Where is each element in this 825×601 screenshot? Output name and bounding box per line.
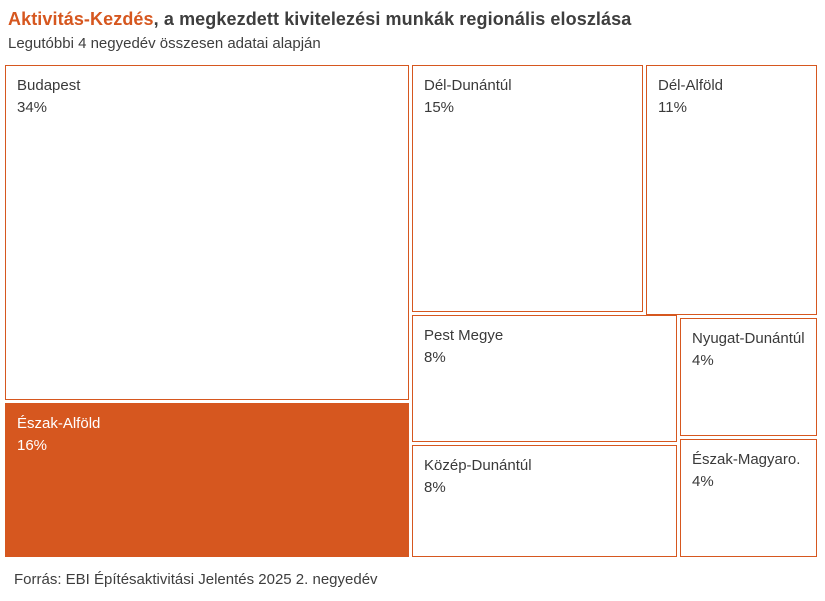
treemap-chart: Budapest 34% Észak-Alföld 16% Dél-Dunánt… xyxy=(5,65,817,557)
chart-header: Aktivitás-Kezdés, a megkezdett kivitelez… xyxy=(8,8,817,54)
region-value: 15% xyxy=(424,99,455,116)
region-name: Budapest xyxy=(17,77,81,94)
chart-title: Aktivitás-Kezdés, a megkezdett kivitelez… xyxy=(8,8,817,31)
region-name: Dél-Alföld xyxy=(658,77,724,94)
treemap-cell-kozep-dunantul: Közép-Dunántúl 8% xyxy=(412,445,677,557)
region-name: Pest Megye xyxy=(424,327,504,344)
treemap-cell-del-alfold: Dél-Alföld 11% xyxy=(646,65,817,315)
region-name: Észak-Magyaro. xyxy=(692,451,801,468)
region-name: Észak-Alföld xyxy=(17,415,101,432)
region-value: 4% xyxy=(692,473,714,490)
treemap-cell-eszak-magyaro: Észak-Magyaro. 4% xyxy=(680,439,817,557)
treemap-cell-eszak-alfold: Észak-Alföld 16% xyxy=(5,403,409,557)
treemap-cell-nyugat-dunantul: Nyugat-Dunántúl 4% xyxy=(680,318,817,436)
chart-subtitle: Legutóbbi 4 negyedév összesen adatai ala… xyxy=(8,35,321,52)
chart-title-rest: , a megkezdett kivitelezési munkák regio… xyxy=(153,9,632,29)
source-note: Forrás: EBI Építésaktivitási Jelentés 20… xyxy=(14,571,378,588)
chart-title-highlight: Aktivitás-Kezdés xyxy=(8,9,154,29)
region-value: 11% xyxy=(658,99,687,116)
region-name: Közép-Dunántúl xyxy=(424,457,532,474)
treemap-cell-budapest: Budapest 34% xyxy=(5,65,409,400)
region-value: 8% xyxy=(424,479,446,496)
region-value: 16% xyxy=(17,437,48,454)
region-value: 8% xyxy=(424,349,446,366)
region-name: Dél-Dunántúl xyxy=(424,77,512,94)
region-name: Nyugat-Dunántúl xyxy=(692,330,805,347)
region-value: 34% xyxy=(17,99,48,116)
treemap-cell-pest-megye: Pest Megye 8% xyxy=(412,315,677,442)
region-value: 4% xyxy=(692,352,714,369)
treemap-cell-del-dunantul: Dél-Dunántúl 15% xyxy=(412,65,643,312)
